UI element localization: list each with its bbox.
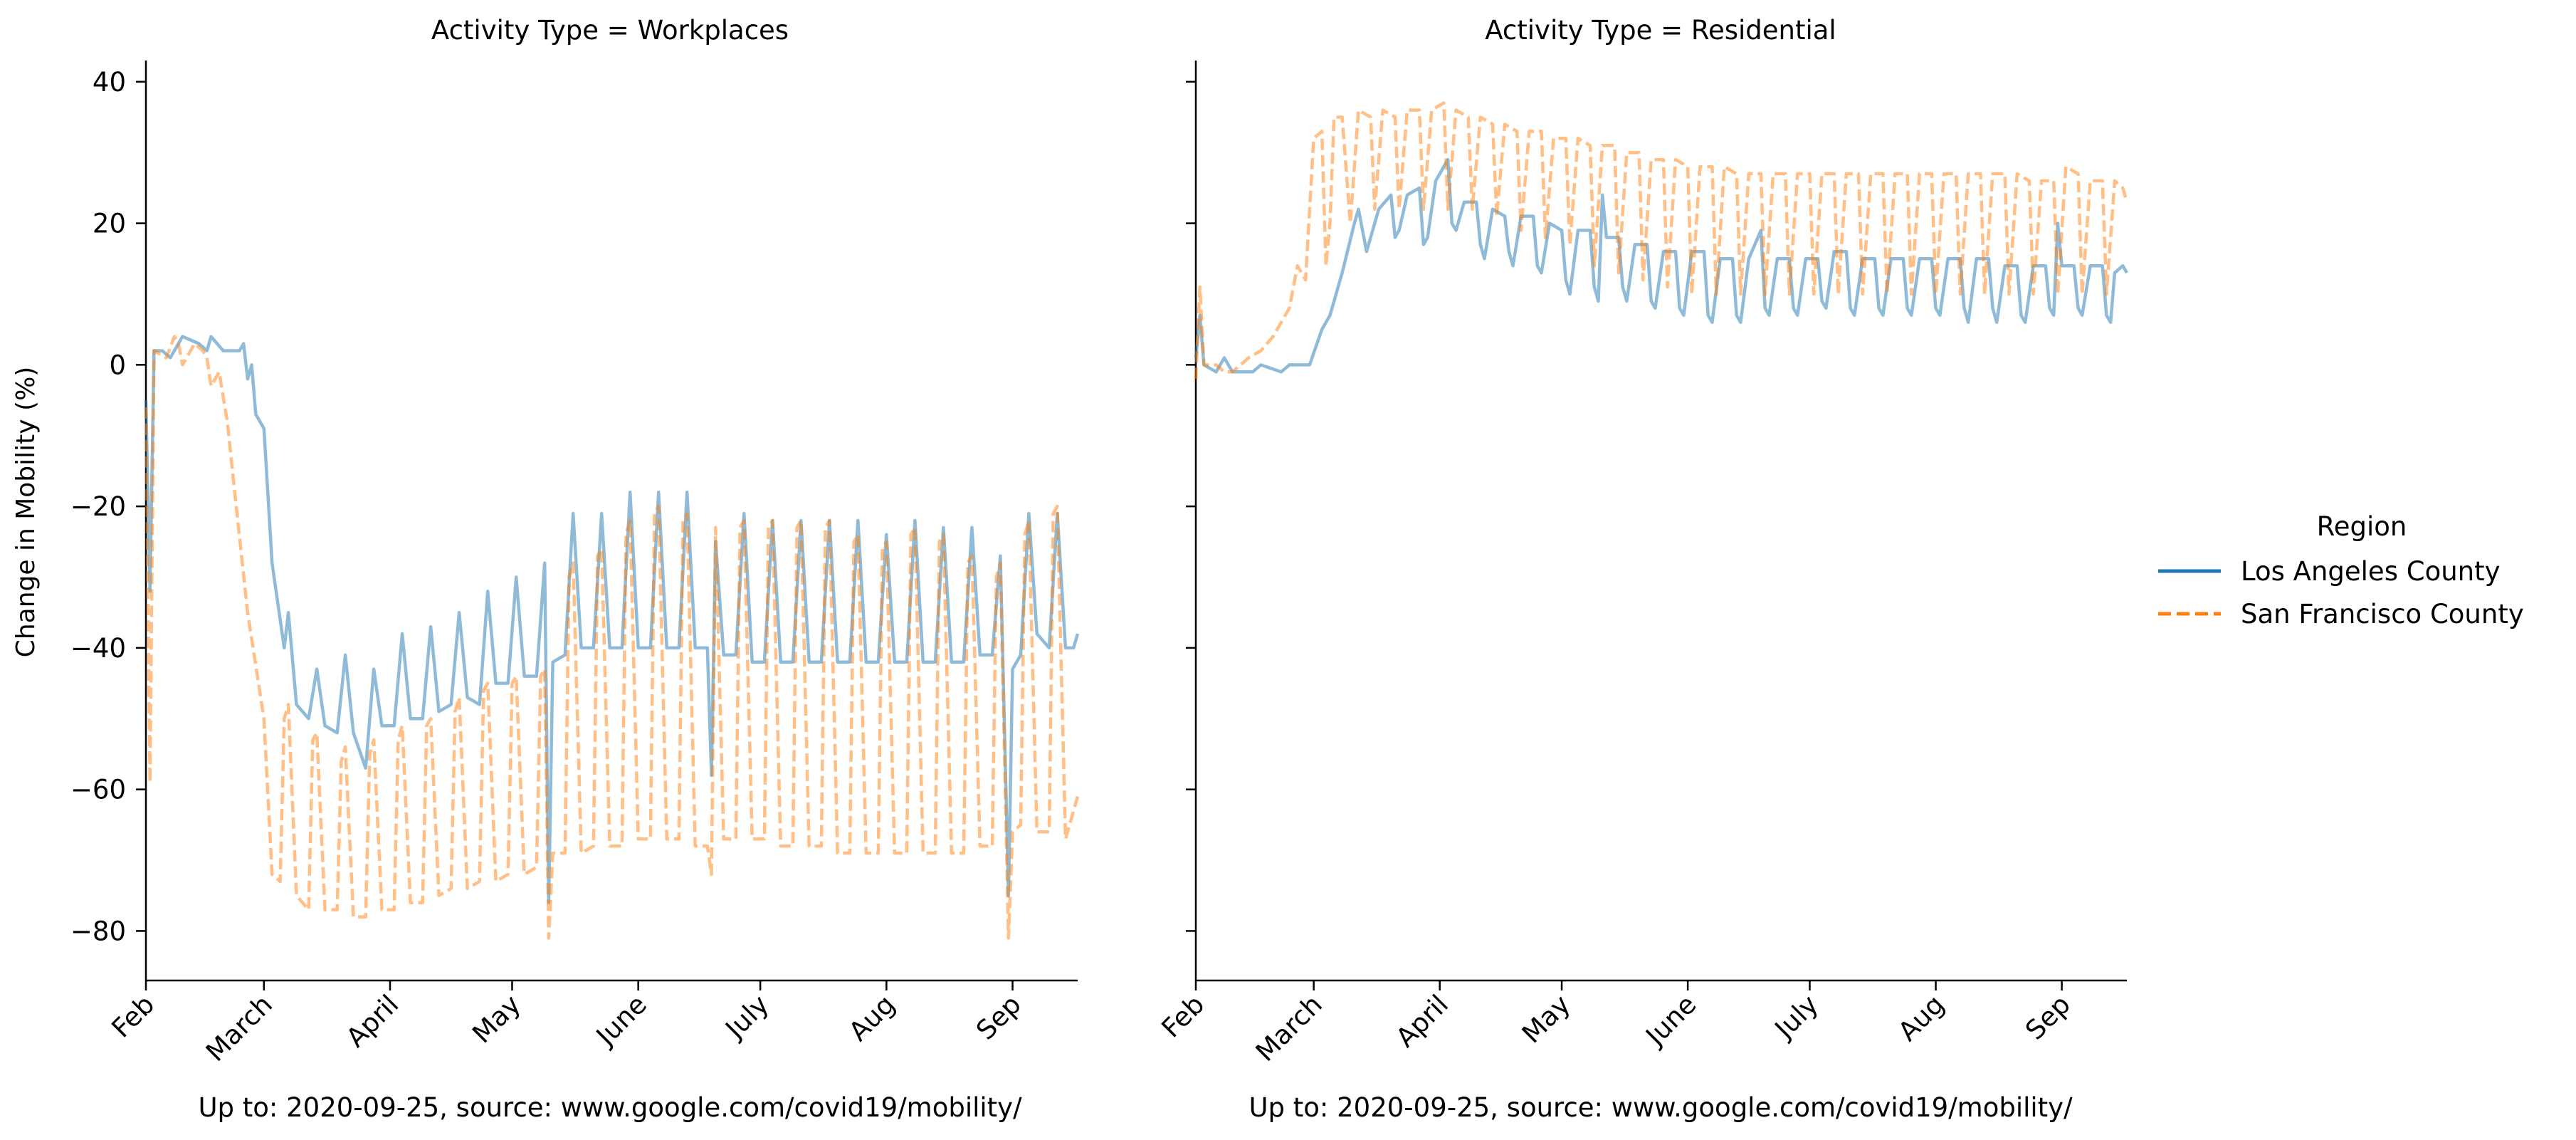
- series-line-san-francisco: [144, 335, 1080, 940]
- x-tick-label: May: [466, 989, 526, 1049]
- x-tick-label: June: [589, 989, 653, 1052]
- x-tick-label: Aug: [1892, 989, 1950, 1047]
- legend-label-sf: San Francisco County: [2241, 599, 2524, 629]
- x-tick-label: Feb: [106, 989, 161, 1044]
- legend: Region Los Angeles County San Francisco …: [2158, 511, 2524, 629]
- y-tick-label: 20: [93, 209, 126, 239]
- x-tick-label: March: [200, 989, 278, 1067]
- x-tick-label: Aug: [843, 989, 900, 1047]
- y-ticks: [1186, 80, 1196, 932]
- x-tick-label: April: [1390, 989, 1454, 1053]
- x-axis-caption: Up to: 2020-09-25, source: www.google.co…: [198, 1092, 1022, 1123]
- x-tick-label: May: [1516, 989, 1576, 1049]
- series-layer: [1194, 101, 2129, 380]
- x-axis-caption: Up to: 2020-09-25, source: www.google.co…: [1248, 1092, 2073, 1123]
- y-axis-label: Change in Mobility (%): [11, 367, 41, 658]
- x-tick-label: March: [1250, 989, 1328, 1067]
- y-tick-label: −80: [70, 916, 126, 946]
- y-tick-label: −60: [70, 775, 126, 805]
- series-layer: [144, 335, 1080, 940]
- x-tick-label: Feb: [1156, 989, 1211, 1044]
- x-tick-label: April: [340, 989, 404, 1053]
- x-tick-label: Sep: [970, 989, 1027, 1046]
- x-tick-label: June: [1639, 989, 1703, 1052]
- y-tick-label: −40: [70, 633, 126, 664]
- residential-panel: Activity Type = Residential Feb March Apri…: [1156, 15, 2129, 1123]
- legend-label-la: Los Angeles County: [2241, 556, 2501, 587]
- x-tick-label: July: [719, 989, 775, 1045]
- y-tick-label: −20: [70, 491, 126, 522]
- series-line-san-francisco: [1194, 101, 2129, 380]
- y-tick-label: 0: [109, 350, 126, 380]
- x-ticks: Feb March April May June July Aug Sep: [1156, 980, 2076, 1067]
- x-tick-label: July: [1768, 989, 1824, 1045]
- y-ticks: 40 20 0 −20 −40 −60 −80: [70, 67, 146, 946]
- x-tick-label: Sep: [2019, 989, 2076, 1046]
- y-tick-label: 40: [93, 67, 126, 98]
- panel-title: Activity Type = Workplaces: [431, 15, 789, 46]
- panel-title: Activity Type = Residential: [1485, 15, 1836, 46]
- series-line-los-angeles: [1194, 157, 2128, 374]
- legend-title: Region: [2317, 511, 2407, 542]
- workplaces-panel: Activity Type = Workplaces 40 20 0 −20 −40 −6…: [70, 15, 1080, 1123]
- series-line-los-angeles: [144, 335, 1080, 904]
- x-ticks: Feb March April May June July Aug Sep: [106, 980, 1027, 1067]
